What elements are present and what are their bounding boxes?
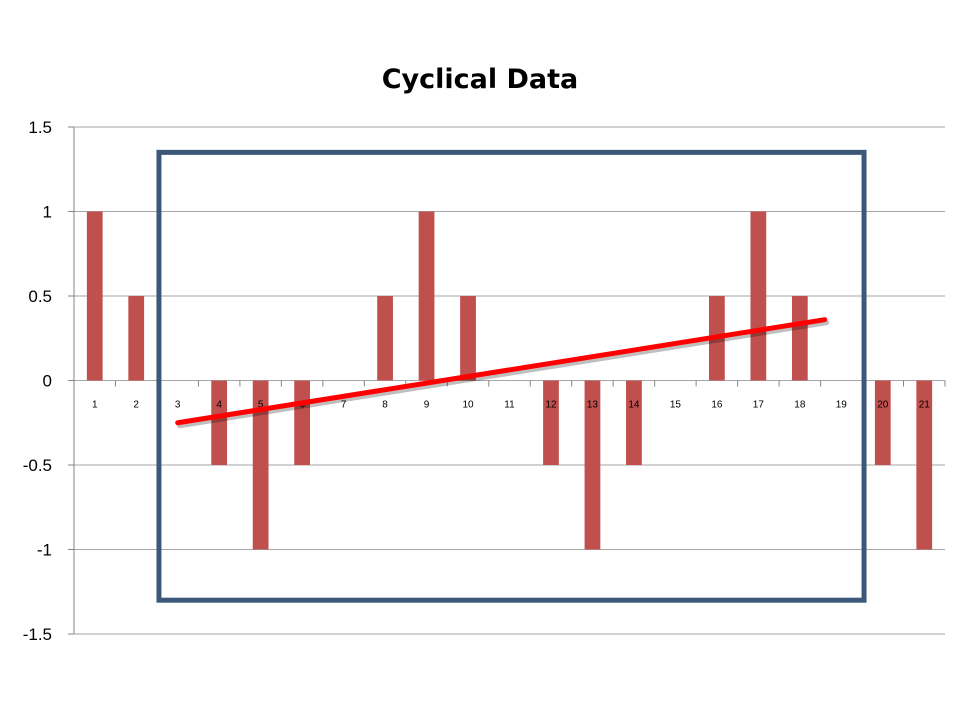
x-tick-label: 3	[175, 400, 181, 411]
y-tick-label: 0.5	[28, 287, 52, 306]
x-tick-label: 4	[216, 400, 222, 411]
bar-10	[460, 296, 476, 381]
x-tick-label: 21	[919, 400, 931, 411]
x-tick-label: 18	[794, 400, 806, 411]
bar-8	[377, 296, 393, 381]
x-tick-label: 5	[258, 400, 264, 411]
y-tick-label: -1	[37, 541, 52, 560]
x-tick-label: 1	[92, 400, 98, 411]
x-tick-label: 12	[545, 400, 557, 411]
x-tick-label: 11	[504, 400, 515, 411]
bar-20	[874, 380, 891, 465]
bar-4	[211, 380, 228, 465]
x-tick-label: 7	[341, 400, 347, 411]
x-tick-label: 19	[836, 400, 848, 411]
x-tick-label: 20	[877, 400, 889, 411]
x-tick-label: 10	[462, 400, 474, 411]
highlight-box	[156, 149, 867, 603]
bar-13	[584, 380, 601, 550]
bar-18	[791, 296, 808, 381]
bar-6	[294, 380, 310, 465]
y-tick-label: -0.5	[23, 456, 52, 475]
y-tick-label: 1	[43, 203, 52, 222]
x-tick-label: 15	[670, 400, 682, 411]
y-tick-label: -1.5	[23, 625, 52, 644]
bar-1	[86, 211, 103, 381]
trend-line	[175, 317, 828, 426]
trend-line-shadow	[177, 320, 830, 429]
bar-2	[128, 296, 145, 381]
x-tick-label: 16	[711, 400, 723, 411]
x-tick-label: 14	[628, 400, 640, 411]
y-tick-label: 1.5	[28, 118, 52, 137]
x-tick-label: 9	[424, 400, 430, 411]
bar-14	[626, 380, 642, 465]
x-tick-label: 17	[753, 400, 765, 411]
bar-17	[750, 211, 767, 381]
x-tick-label: 8	[382, 400, 388, 411]
chart-title: Cyclical Data	[381, 64, 579, 95]
bar-5	[252, 380, 269, 550]
x-tick-label: 13	[587, 400, 599, 411]
bar-9	[418, 211, 435, 381]
bar-21	[916, 380, 933, 550]
bar-12	[543, 380, 559, 465]
x-tick-label: 2	[133, 400, 139, 411]
y-tick-label: 0	[43, 372, 52, 391]
